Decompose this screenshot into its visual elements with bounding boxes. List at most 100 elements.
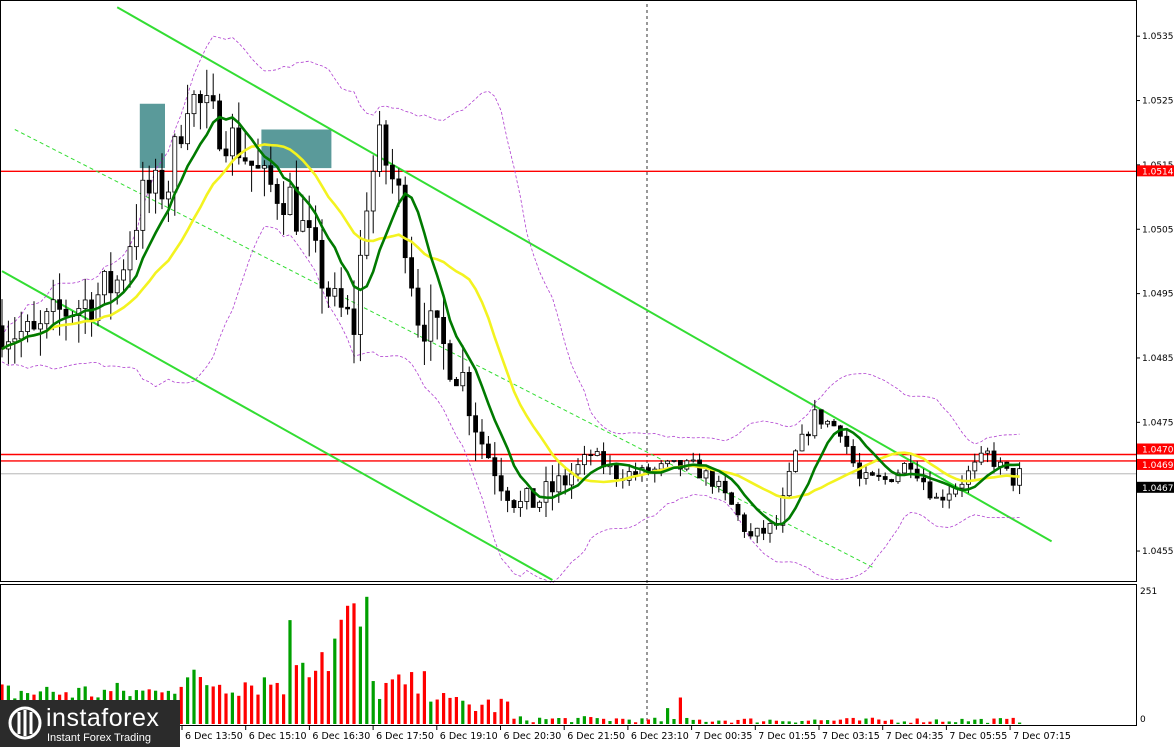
candle-body — [82, 299, 88, 309]
candle — [31, 301, 37, 331]
volume-bar — [269, 684, 273, 724]
time-tick-label: 7 Dec 01:55 — [758, 731, 816, 742]
candle-body — [703, 470, 709, 479]
candle-body — [18, 331, 24, 340]
ma-slow-line — [1, 143, 1020, 500]
candle-body — [153, 169, 159, 194]
volume-bar — [838, 719, 842, 724]
candle-body — [191, 94, 197, 115]
candle — [281, 181, 287, 235]
candle-body — [850, 446, 856, 464]
candle-body — [793, 450, 798, 472]
volume-bar — [352, 603, 356, 724]
candle-body — [383, 124, 389, 166]
candle-body — [185, 113, 191, 145]
candle-body — [594, 451, 600, 456]
candle — [895, 469, 901, 484]
price-tick-label: 1.0485 — [1142, 354, 1174, 364]
candle-body — [281, 203, 287, 215]
volume-bar — [1011, 717, 1015, 724]
candle — [722, 474, 728, 501]
candle-body — [946, 493, 952, 501]
candle — [716, 475, 722, 493]
volume-bar — [422, 671, 426, 724]
volume-bar — [506, 701, 510, 724]
volume-bar — [307, 677, 311, 724]
time-tick-label: 6 Dec 23:10 — [631, 731, 689, 742]
candle — [377, 110, 383, 177]
volume-bar — [787, 721, 791, 724]
volume-bar — [320, 652, 324, 724]
volume-bar — [301, 662, 305, 724]
candle-body — [165, 191, 171, 200]
volume-bar — [224, 693, 228, 724]
candle — [44, 307, 50, 339]
candle — [255, 138, 261, 169]
price-tick-label: 1.0505 — [1142, 225, 1174, 235]
volume-bar — [582, 716, 586, 724]
candle-body — [159, 169, 165, 200]
volume-bar — [858, 720, 862, 724]
volume-bar — [525, 720, 529, 724]
candle-body — [409, 257, 415, 289]
volume-bar — [314, 670, 318, 724]
candle — [415, 268, 421, 338]
volume-bar — [186, 677, 190, 724]
volume-bar — [288, 620, 292, 724]
candle-body — [710, 470, 715, 487]
candle-body — [735, 503, 741, 516]
volume-bar — [979, 718, 983, 724]
candle-body — [57, 299, 62, 310]
candle-body — [325, 287, 331, 297]
candle — [204, 69, 210, 129]
volume-bar — [1018, 722, 1022, 724]
candle-body — [908, 463, 914, 470]
candle — [838, 424, 843, 443]
candle-body — [389, 164, 395, 180]
candle — [633, 462, 638, 481]
volume-bar — [358, 626, 362, 724]
candle-body — [575, 464, 581, 475]
candle-body — [102, 271, 107, 296]
candle-body — [716, 480, 722, 487]
candle-body — [665, 460, 670, 465]
volume-bar — [902, 721, 906, 724]
price-label-text: 1.0470 — [1142, 446, 1174, 456]
candle — [511, 498, 517, 513]
candle — [428, 284, 434, 361]
candle-body — [806, 433, 811, 437]
volume-min-label: 0 — [1140, 715, 1146, 725]
price-tick-label: 1.0495 — [1142, 290, 1174, 300]
candle — [114, 275, 120, 305]
volume-bar — [230, 692, 234, 724]
volume-max-label: 251 — [1140, 587, 1157, 597]
candle — [543, 466, 549, 517]
candle — [479, 419, 485, 459]
candle-body — [428, 310, 434, 342]
candle-body — [511, 500, 517, 508]
volume-bar — [646, 719, 650, 724]
candle — [364, 192, 370, 260]
candle-body — [562, 475, 568, 486]
candle — [172, 133, 178, 216]
candle — [268, 145, 274, 193]
volume-bar — [896, 722, 900, 724]
candle-body — [748, 531, 754, 537]
volume-bar — [870, 717, 874, 724]
volume-bar — [992, 718, 996, 724]
candle — [742, 512, 747, 538]
candle-body — [306, 220, 312, 228]
candle-body — [415, 287, 421, 326]
candle-body — [767, 523, 773, 534]
volume-bar — [614, 718, 618, 724]
volume-bar — [339, 619, 343, 724]
candle-body — [889, 479, 894, 483]
volume-bar — [531, 722, 535, 724]
volume-bar — [710, 721, 714, 724]
candle — [556, 462, 562, 503]
volume-bar — [960, 718, 964, 724]
volume-bar — [576, 717, 580, 724]
candle — [345, 295, 351, 315]
candle-body — [921, 477, 926, 483]
candle-body — [780, 495, 786, 526]
